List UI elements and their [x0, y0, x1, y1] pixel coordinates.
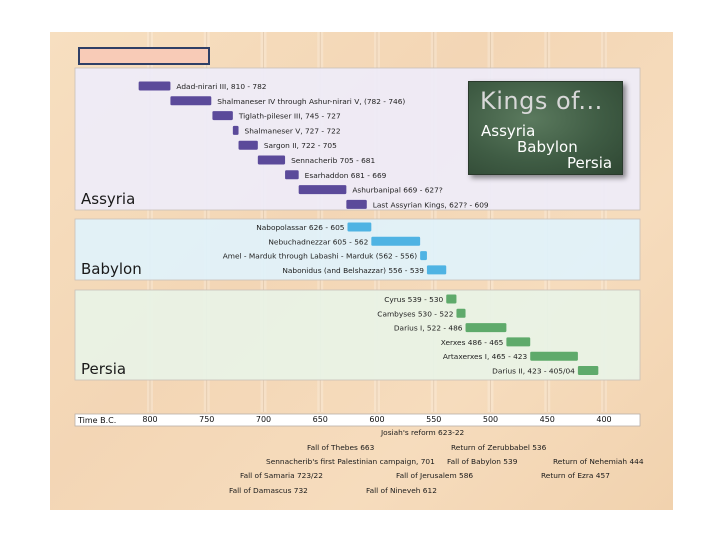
title-line-2: Assyria — [481, 122, 536, 140]
event-label: Return of Zerubbabel 536 — [451, 443, 547, 452]
time-axis-bar — [74, 413, 641, 427]
tick-label: 500 — [483, 415, 498, 424]
reign-label: Shalmaneser IV through Ashur-nirari V, (… — [217, 97, 405, 106]
tick-label: 700 — [256, 415, 271, 424]
reign-bar — [285, 170, 299, 180]
reign-bar — [446, 294, 457, 304]
event-label: Fall of Thebes 663 — [307, 443, 375, 452]
event-label: Josiah's reform 623-22 — [380, 428, 464, 437]
reign-bar — [238, 140, 258, 150]
tick-label: 550 — [426, 415, 441, 424]
reign-label: Nabopolassar 626 - 605 — [256, 223, 345, 232]
event-label: Return of Ezra 457 — [541, 471, 610, 480]
reign-label: Amel - Marduk through Labashi - Marduk (… — [223, 252, 418, 261]
region-panel-persia — [74, 289, 641, 381]
reign-label: Darius II, 423 - 405/04 — [492, 367, 575, 376]
tick-label: 650 — [313, 415, 328, 424]
event-label: Return of Nehemiah 444 — [553, 457, 644, 466]
title-line-3: Babylon — [517, 138, 578, 156]
reign-label: Adad-nirari III, 810 - 782 — [176, 82, 266, 91]
reign-label: Cambyses 530 - 522 — [377, 309, 453, 318]
event-label: Fall of Nineveh 612 — [366, 486, 437, 495]
reign-label: Nabonidus (and Belshazzar) 556 - 539 — [282, 266, 424, 275]
event-label: Fall of Samaria 723/22 — [240, 471, 323, 480]
tick-label: 800 — [142, 415, 157, 424]
reign-label: Tiglath-pileser III, 745 - 727 — [238, 112, 341, 121]
event-label: Fall of Damascus 732 — [229, 486, 308, 495]
reign-bar — [298, 185, 347, 195]
reign-label: Esarhaddon 681 - 669 — [305, 171, 387, 180]
reign-bar — [577, 366, 599, 375]
event-label: Sennacherib's first Palestinian campaign… — [266, 457, 435, 466]
reign-label: Xerxes 486 - 465 — [441, 338, 504, 347]
tick-label: 750 — [199, 415, 214, 424]
tick-label: 450 — [540, 415, 555, 424]
title-line-4: Persia — [567, 154, 613, 172]
title-line-1: Kings of... — [480, 87, 603, 115]
reign-label: Last Assyrian Kings, 627? - 609 — [373, 200, 489, 209]
reign-bar — [138, 81, 171, 91]
reign-bar — [465, 323, 507, 333]
reign-bar — [347, 222, 372, 232]
highlight-box — [78, 47, 210, 65]
reign-bar — [232, 125, 239, 135]
region-label-persia: Persia — [81, 360, 126, 378]
reign-label: Sennacherib 705 - 681 — [291, 156, 375, 165]
reign-label: Artaxerxes I, 465 - 423 — [443, 352, 528, 361]
reign-label: Cyrus 539 - 530 — [384, 295, 443, 304]
reign-label: Nebuchadnezzar 605 - 562 — [268, 237, 368, 246]
reign-bar — [530, 351, 578, 361]
title-box: Kings of... Assyria Babylon Persia — [468, 81, 623, 175]
reign-bar — [456, 308, 466, 318]
reign-label: Ashurbanipal 669 - 627? — [352, 186, 442, 195]
reign-bar — [257, 155, 286, 165]
reign-bar — [506, 337, 531, 347]
region-label-assyria: Assyria — [81, 190, 135, 208]
tick-label: 400 — [596, 415, 611, 424]
reign-label: Sargon II, 722 - 705 — [264, 141, 337, 150]
event-label: Fall of Jerusalem 586 — [396, 471, 473, 480]
event-label: Fall of Babylon 539 — [447, 457, 518, 466]
reign-bar — [170, 96, 212, 106]
reign-bar — [212, 111, 233, 121]
reign-bar — [371, 236, 421, 246]
region-label-babylon: Babylon — [81, 260, 142, 278]
time-axis-label: Time B.C. — [77, 416, 116, 425]
reign-bar — [346, 199, 367, 209]
reign-label: Darius I, 522 - 486 — [394, 324, 463, 333]
reign-bar — [426, 265, 447, 275]
tick-label: 600 — [369, 415, 384, 424]
reign-label: Shalmaneser V, 727 - 722 — [245, 126, 341, 135]
reign-bar — [420, 251, 427, 261]
